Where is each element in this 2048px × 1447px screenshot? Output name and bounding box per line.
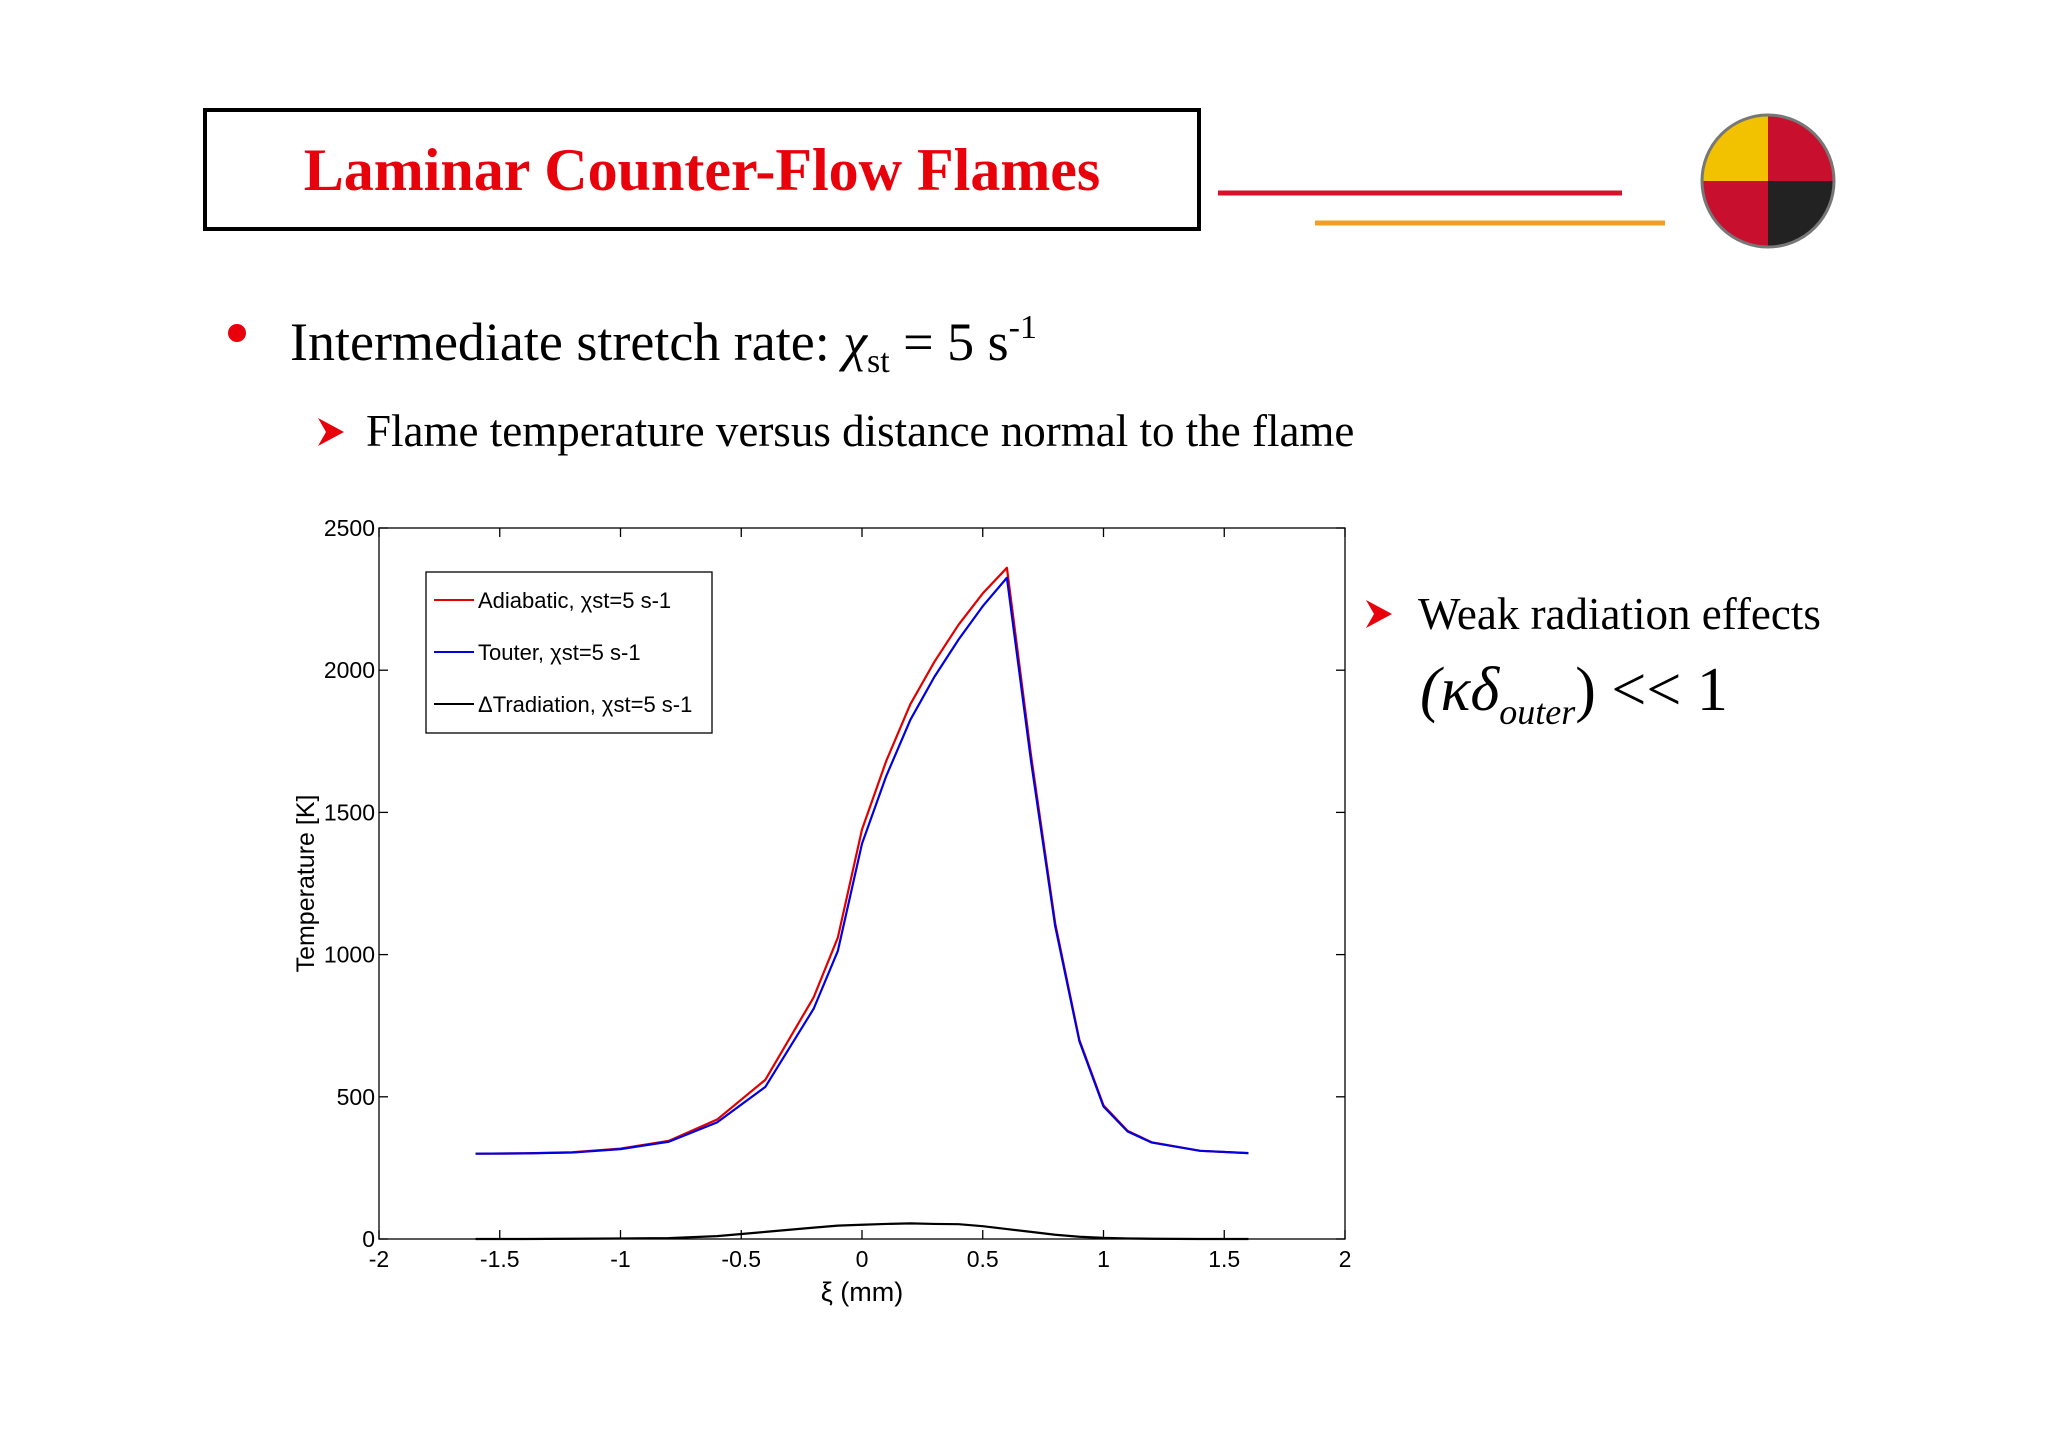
x-tick-label: 1: [1097, 1246, 1110, 1272]
y-tick-label: 500: [337, 1084, 375, 1110]
x-tick-label: -2: [369, 1246, 389, 1272]
y-tick-label: 0: [362, 1226, 375, 1252]
x-axis-label: ξ (mm): [821, 1277, 904, 1307]
y-tick-label: 2000: [324, 657, 375, 683]
y-tick-label: 2500: [324, 515, 375, 541]
x-tick-label: -1: [610, 1246, 630, 1272]
sub-bullet: Flame temperature versus distance normal…: [366, 406, 1354, 456]
x-tick-label: 1.5: [1208, 1246, 1240, 1272]
logo: [1700, 113, 1836, 249]
x-tick-label: 0.5: [967, 1246, 999, 1272]
y-tick-label: 1000: [324, 942, 375, 968]
legend-label: ΔTradiation, χst=5 s-1: [478, 692, 692, 717]
series-line: [475, 576, 1249, 1155]
y-axis-label: Temperature [K]: [292, 795, 320, 973]
x-tick-label: -0.5: [721, 1246, 761, 1272]
y-tick-label: 1500: [324, 799, 375, 825]
side-note: Weak radiation effects: [1418, 589, 1821, 639]
series-line: [475, 1222, 1249, 1241]
x-tick-label: 0: [856, 1246, 869, 1272]
slide-title: Laminar Counter-Flow Flames: [304, 137, 1101, 203]
formula: (κδouter) << 1: [1420, 656, 1728, 732]
arrow-bullet: [318, 418, 344, 446]
x-tick-label: -1.5: [480, 1246, 520, 1272]
legend-label: Adiabatic, χst=5 s-1: [478, 588, 671, 613]
x-tick-label: 2: [1339, 1246, 1352, 1272]
title-box: [203, 108, 1201, 231]
bullet-dot: [228, 324, 246, 342]
legend-label: Touter, χst=5 s-1: [478, 640, 641, 665]
bullet-text: Intermediate stretch rate: χst = 5 s-1: [290, 309, 1037, 380]
chart: -2 -1.5 -1 -0.5 0 0.5 1 1.5 2 0 500 1000 1500 2000 250…: [292, 515, 1351, 1307]
arrow-bullet: [1366, 600, 1392, 628]
